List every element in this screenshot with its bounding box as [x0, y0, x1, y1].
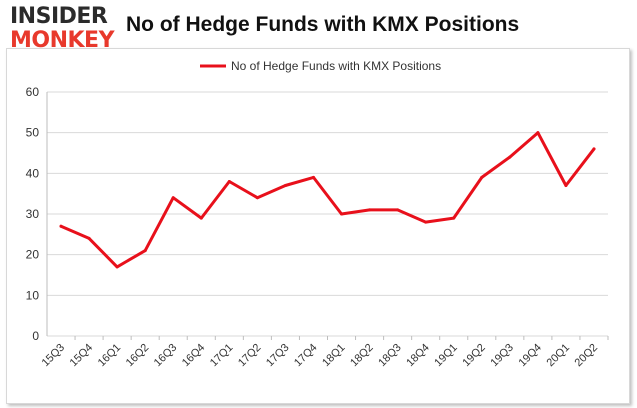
data-point — [536, 131, 540, 135]
x-tick-label: 18Q1 — [320, 342, 348, 370]
legend-label: No of Hedge Funds with KMX Positions — [231, 59, 441, 73]
data-point — [283, 184, 287, 188]
logo-line-1: INSIDER — [10, 4, 108, 29]
data-point — [480, 175, 484, 179]
x-tick-label: 18Q2 — [348, 342, 376, 370]
data-point — [340, 212, 344, 216]
x-tick-label: 20Q2 — [573, 342, 601, 370]
data-point — [59, 224, 63, 228]
data-point — [564, 184, 568, 188]
y-axis-ticks: 0 10 20 30 40 50 60 — [26, 85, 40, 343]
data-point — [592, 147, 596, 151]
data-point — [311, 175, 315, 179]
x-tick-label: 15Q3 — [40, 342, 68, 370]
x-axis-ticks: 15Q3 15Q4 16Q1 16Q2 16Q3 16Q4 17Q1 17Q2 17Q3 17Q4… — [40, 336, 609, 370]
chart-title: No of Hedge Funds with KMX Positions — [126, 13, 520, 36]
x-tick-label: 17Q4 — [292, 342, 320, 370]
x-tick-label: 16Q2 — [124, 342, 152, 370]
data-point — [255, 196, 259, 200]
y-tick-label: 50 — [26, 126, 40, 140]
x-tick-label: 19Q4 — [516, 342, 544, 370]
data-point — [87, 236, 91, 240]
data-point — [199, 216, 203, 220]
series-layer — [59, 131, 596, 269]
x-tick-label: 19Q1 — [432, 342, 460, 370]
x-tick-label: 16Q1 — [96, 342, 124, 370]
y-tick-label: 10 — [26, 288, 40, 302]
data-point — [171, 196, 175, 200]
data-point — [143, 249, 147, 253]
data-point — [227, 179, 231, 183]
data-point — [115, 265, 119, 269]
data-point — [424, 220, 428, 224]
x-tick-label: 20Q1 — [545, 342, 573, 370]
logo-line-2: MONKEY — [10, 28, 115, 53]
data-point — [368, 208, 372, 212]
insider-monkey-logo: INSIDER MONKEY — [10, 6, 120, 56]
gridlines — [46, 91, 608, 337]
x-tick-label: 16Q3 — [152, 342, 180, 370]
x-tick-label: 19Q3 — [488, 342, 516, 370]
data-point — [396, 208, 400, 212]
x-tick-label: 17Q2 — [236, 342, 264, 370]
x-tick-label: 15Q4 — [68, 342, 96, 370]
y-tick-label: 40 — [26, 166, 40, 180]
x-tick-label: 18Q3 — [376, 342, 404, 370]
x-tick-label: 17Q3 — [264, 342, 292, 370]
data-point — [508, 155, 512, 159]
y-tick-label: 0 — [32, 329, 39, 343]
y-tick-label: 60 — [26, 85, 40, 99]
x-tick-label: 17Q1 — [208, 342, 236, 370]
x-tick-label: 16Q4 — [180, 342, 208, 370]
x-tick-label: 19Q2 — [460, 342, 488, 370]
x-tick-label: 18Q4 — [404, 342, 432, 370]
y-tick-label: 20 — [26, 248, 40, 262]
series-line-0 — [59, 131, 596, 269]
data-point — [452, 216, 456, 220]
y-tick-label: 30 — [26, 207, 40, 221]
legend: No of Hedge Funds with KMX Positions — [200, 59, 441, 73]
